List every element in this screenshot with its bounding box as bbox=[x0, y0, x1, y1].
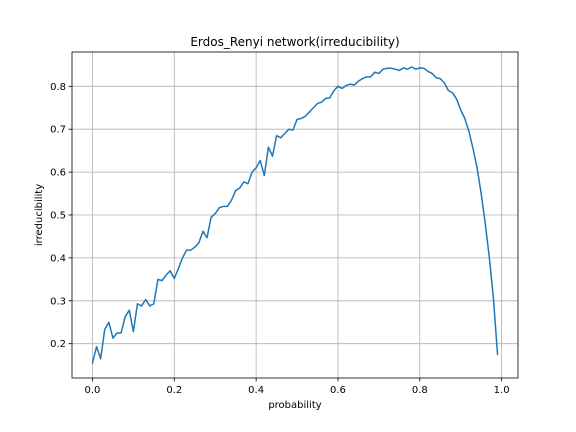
y-tick-label: 0.2 bbox=[50, 339, 66, 350]
x-tick-label: 0.2 bbox=[166, 385, 182, 396]
x-axis-label: probability bbox=[268, 400, 321, 411]
irreducibility-series-line bbox=[91, 66, 499, 364]
y-tick-label: 0.6 bbox=[50, 168, 66, 179]
axis-ticks: 0.0 0.2 0.4 0.6 0.8 1.0 0.2 0.3 0.4 0.5 0.6 0.7 0.8 bbox=[50, 82, 509, 396]
y-tick-label: 0.4 bbox=[50, 253, 66, 264]
x-tick-label: 1.0 bbox=[494, 385, 510, 396]
x-tick-label: 0.6 bbox=[330, 385, 346, 396]
x-tick-label: 0.8 bbox=[412, 385, 428, 396]
plot-area-frame bbox=[71, 51, 519, 379]
chart-title: Erdos_Renyi network(irreducibility) bbox=[190, 35, 399, 49]
y-tick-label: 0.3 bbox=[50, 296, 66, 307]
y-tick-label: 0.5 bbox=[50, 211, 66, 222]
y-tick-label: 0.8 bbox=[50, 82, 66, 93]
data-series bbox=[91, 66, 499, 364]
y-tick-label: 0.7 bbox=[50, 125, 66, 136]
x-tick-label: 0.4 bbox=[248, 385, 264, 396]
x-tick-label: 0.0 bbox=[85, 385, 101, 396]
grid-lines bbox=[72, 52, 518, 378]
y-axis-label: irreducibility bbox=[34, 184, 45, 246]
